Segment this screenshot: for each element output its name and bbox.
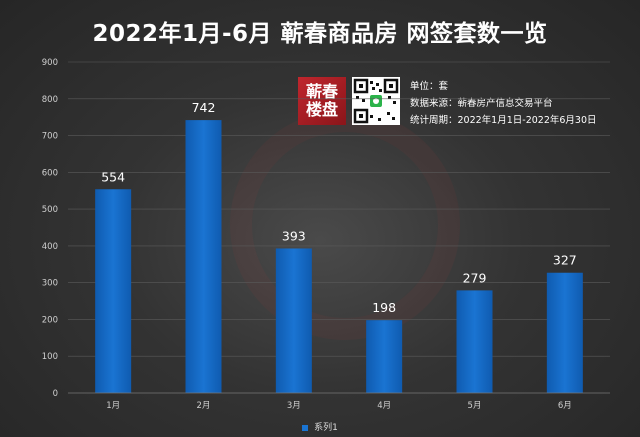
legend-label: 系列1 [314,423,338,433]
info-panel: 单位：套 数据来源：蕲春房产信息交易平台 统计周期：2022年1月1日-2022… [410,78,597,129]
qr-code-icon [352,77,400,125]
bar-4 [366,320,403,393]
y-tick-label: 400 [42,242,58,252]
y-tick-label: 600 [42,168,58,178]
chart-title: 2022年1月-6月 蕲春商品房 网签套数一览 [92,21,548,47]
y-tick-label: 700 [42,132,58,142]
y-tick-label: 200 [42,315,58,325]
bar-1 [95,189,132,393]
x-tick-label: 3月 [287,401,301,411]
x-tick-label: 2月 [197,401,211,411]
bar-3 [275,248,312,393]
x-tick-label: 1月 [106,401,120,411]
info-unit: 单位：套 [410,81,449,92]
info-source: 数据来源：蕲春房产信息交易平台 [410,98,553,109]
y-tick-label: 100 [42,352,58,362]
grid-layer [68,61,610,357]
y-tick-label: 500 [42,205,58,215]
info-period: 统计周期：2022年1月1日-2022年6月30日 [410,115,597,126]
data-label: 279 [463,270,487,285]
logo-text-line2: 楼盘 [305,100,338,119]
y-tick-label: 0 [53,389,58,399]
brand-logo: 蕲春 楼盘 [298,77,346,125]
x-tick-label: 5月 [468,401,482,411]
data-label: 327 [553,253,577,268]
legend: 系列1 [0,420,640,433]
logo-text-line1: 蕲春 [305,82,338,101]
bar-6 [546,272,583,393]
data-label: 742 [192,100,216,115]
y-tick-label: 800 [42,95,58,105]
bar-5 [456,290,493,393]
x-tick-label: 4月 [377,401,391,411]
data-label: 198 [372,300,396,315]
data-label: 393 [282,228,306,243]
axis-layer: 0 100 200 300 400 500 600 700 800 900 1月 2月 3月 4月 5月 6月 [42,58,610,411]
data-label: 554 [101,169,125,184]
qr-code-graphic [353,78,399,124]
legend-swatch [302,424,309,431]
label-layer: 554 742 393 198 279 327 [101,100,577,315]
bar-layer [95,120,583,393]
y-tick-label: 900 [42,58,58,68]
x-tick-label: 6月 [558,401,572,411]
y-tick-label: 300 [42,279,58,289]
bar-2 [185,120,222,393]
